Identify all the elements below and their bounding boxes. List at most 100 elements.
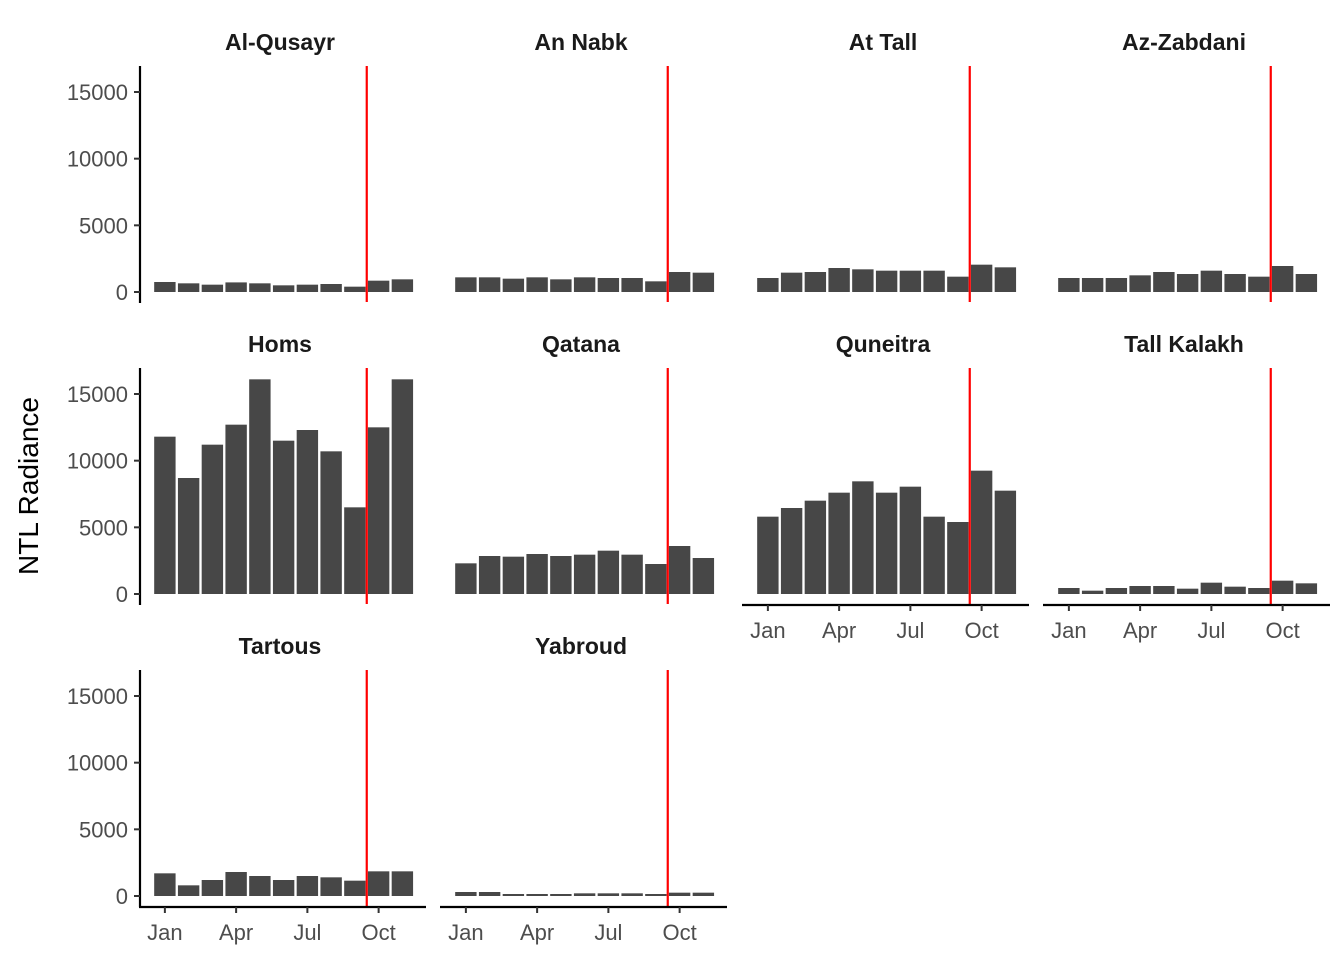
panel-title: At Tall	[849, 29, 918, 55]
panel-an-nabk: An Nabk	[455, 29, 715, 302]
x-tick-label: Apr	[520, 920, 554, 945]
bar-quneitra-6	[875, 492, 898, 594]
bar-an-nabk-9	[645, 281, 667, 292]
bar-tall-kalakh-11	[1295, 583, 1318, 594]
bar-qatana-9	[645, 564, 667, 594]
bar-homs-6	[272, 440, 295, 594]
bar-az-zabdani-11	[1295, 274, 1318, 292]
x-tick-label: Jan	[750, 618, 785, 643]
bar-tartous-7	[296, 876, 319, 896]
bar-an-nabk-10	[668, 272, 691, 292]
bar-yabroud-8	[621, 893, 643, 896]
bar-quneitra-11	[994, 490, 1017, 594]
bar-yabroud-7	[597, 893, 620, 896]
bar-al-qusayr-5	[249, 283, 271, 292]
x-tick-label: Jul	[1197, 618, 1225, 643]
y-tick-label: 15000	[67, 684, 128, 709]
bar-al-qusayr-3	[201, 284, 224, 292]
bar-az-zabdani-10	[1271, 266, 1294, 292]
bar-quneitra-3	[804, 500, 827, 594]
panel-at-tall: At Tall	[757, 29, 1017, 302]
bar-tall-kalakh-3	[1105, 588, 1128, 594]
bar-homs-11	[391, 379, 414, 594]
bar-al-qusayr-7	[296, 284, 319, 292]
panel-tartous: Tartous 0 5000 10000 15000 Jan Apr Jul Oct	[67, 633, 426, 945]
panel-title: Al-Qusayr	[225, 29, 335, 55]
bar-al-qusayr-8	[320, 284, 342, 292]
bar-tall-kalakh-2	[1081, 590, 1104, 594]
bar-at-tall-6	[875, 270, 898, 292]
bar-homs-3	[201, 444, 224, 594]
bar-an-nabk-7	[597, 278, 620, 292]
bar-quneitra-10	[970, 470, 993, 594]
bar-yabroud-5	[550, 894, 572, 896]
panel-al-qusayr: Al-Qusayr 0 5000 10000 15000	[67, 29, 414, 305]
bar-quneitra-4	[828, 492, 850, 594]
bar-az-zabdani-6	[1176, 274, 1199, 292]
bar-tartous-5	[249, 876, 271, 896]
bar-tall-kalakh-5	[1153, 586, 1175, 594]
bar-tall-kalakh-10	[1271, 580, 1294, 594]
bar-al-qusayr-11	[391, 279, 414, 292]
bar-qatana-11	[692, 558, 715, 594]
y-tick-label: 15000	[67, 382, 128, 407]
bar-tall-kalakh-6	[1176, 588, 1199, 594]
bar-qatana-5	[550, 556, 572, 594]
bar-homs-4	[225, 424, 247, 594]
bar-az-zabdani-4	[1129, 275, 1151, 292]
bar-quneitra-9	[947, 522, 969, 594]
bar-yabroud-2	[478, 892, 501, 896]
bar-qatana-7	[597, 550, 620, 594]
bar-an-nabk-5	[550, 279, 572, 292]
bar-at-tall-7	[899, 270, 922, 292]
bar-quneitra-2	[780, 508, 803, 594]
bar-an-nabk-11	[692, 272, 715, 292]
y-tick-label: 5000	[79, 213, 128, 238]
y-axis-title: NTL Radiance	[13, 397, 44, 575]
bar-az-zabdani-2	[1081, 278, 1104, 292]
panel-yabroud: Yabroud Jan Apr Jul Oct	[440, 633, 727, 945]
x-tick-label: Oct	[965, 618, 999, 643]
x-tick-label: Oct	[1266, 618, 1300, 643]
bar-qatana-1	[455, 563, 477, 594]
bar-an-nabk-1	[455, 277, 477, 292]
bar-tartous-4	[225, 872, 247, 896]
panel-title: Homs	[248, 331, 312, 357]
bar-qatana-6	[573, 554, 596, 594]
bar-an-nabk-4	[526, 277, 548, 292]
x-tick-label: Oct	[663, 920, 697, 945]
bar-al-qusayr-9	[344, 286, 366, 292]
x-tick-label: Jul	[594, 920, 622, 945]
bar-al-qusayr-10	[367, 280, 390, 292]
bar-yabroud-6	[573, 893, 596, 896]
bar-az-zabdani-3	[1105, 278, 1128, 292]
bar-yabroud-4	[526, 894, 548, 896]
panel-qatana: Qatana	[455, 331, 715, 604]
bar-tall-kalakh-9	[1248, 588, 1270, 594]
bar-at-tall-8	[923, 270, 945, 292]
bar-at-tall-3	[804, 272, 827, 292]
bar-yabroud-3	[502, 894, 525, 896]
bar-qatana-4	[526, 554, 548, 594]
bar-al-qusayr-6	[272, 285, 295, 292]
x-tick-label: Oct	[362, 920, 396, 945]
bar-quneitra-5	[852, 481, 874, 594]
bar-quneitra-8	[923, 516, 945, 594]
bar-yabroud-9	[645, 894, 667, 896]
y-tick-label: 10000	[67, 147, 128, 172]
bar-homs-5	[249, 379, 271, 594]
x-tick-label: Jan	[1051, 618, 1086, 643]
x-tick-label: Apr	[1123, 618, 1157, 643]
panel-title: Qatana	[542, 331, 620, 357]
x-tick-label: Apr	[822, 618, 856, 643]
bar-tall-kalakh-7	[1200, 582, 1223, 594]
bar-tartous-10	[367, 871, 390, 896]
y-tick-label: 5000	[79, 817, 128, 842]
panel-az-zabdani: Az-Zabdani	[1058, 29, 1318, 302]
bar-homs-1	[154, 436, 176, 594]
bar-an-nabk-6	[573, 277, 596, 292]
x-tick-label: Jul	[896, 618, 924, 643]
x-tick-label: Jan	[448, 920, 483, 945]
bar-at-tall-2	[780, 272, 803, 292]
